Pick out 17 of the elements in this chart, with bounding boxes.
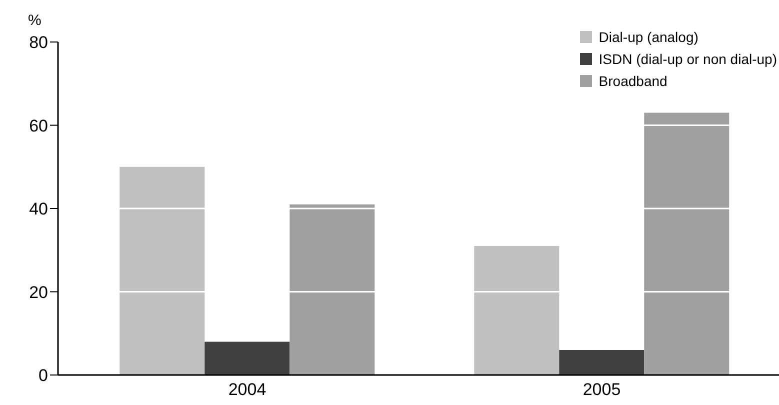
- y-tick-label: 80: [29, 33, 48, 52]
- y-axis-title: %: [28, 12, 42, 29]
- y-tick-label: 60: [29, 116, 48, 136]
- legend-label: Broadband: [598, 73, 668, 89]
- bar: [120, 166, 205, 375]
- bar: [644, 112, 730, 375]
- bar: [204, 342, 290, 375]
- y-tick-label: 0: [38, 366, 48, 386]
- y-tick-label: 40: [29, 200, 48, 219]
- bar: [559, 350, 644, 375]
- legend-label: Dial-up (analog): [598, 29, 698, 45]
- y-tick-label: 20: [29, 282, 48, 302]
- bar: [290, 204, 375, 375]
- x-tick-label: 2005: [582, 380, 621, 400]
- x-tick-label: 2004: [228, 380, 266, 400]
- bar: [474, 246, 560, 375]
- legend-label: ISDN (dial-up or non dial-up): [598, 51, 777, 67]
